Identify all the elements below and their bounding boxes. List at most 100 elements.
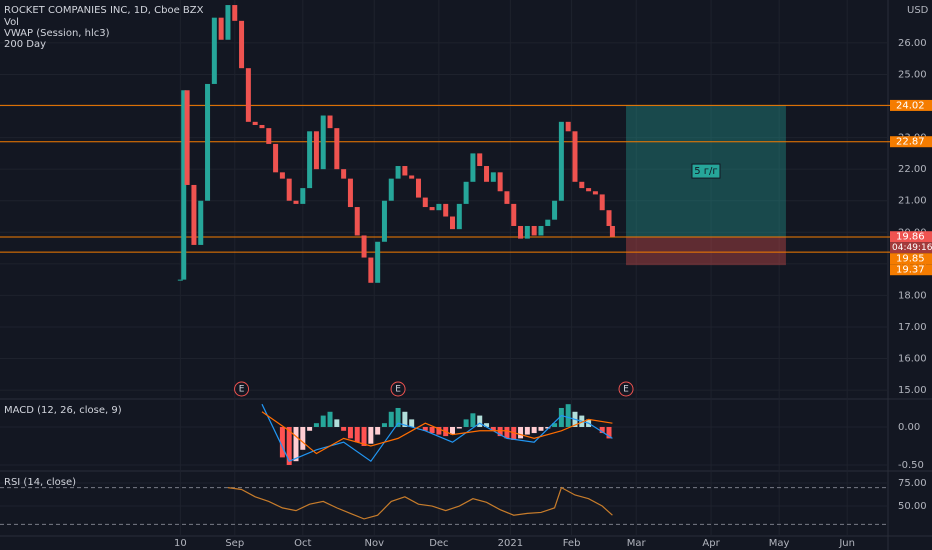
macd-line bbox=[261, 411, 613, 455]
candle bbox=[606, 210, 612, 226]
event-label: E bbox=[395, 385, 401, 395]
candle bbox=[470, 153, 476, 182]
candle bbox=[599, 194, 605, 211]
histogram-bar bbox=[361, 426, 367, 446]
histogram-bar bbox=[286, 426, 292, 465]
candle bbox=[341, 169, 347, 179]
price-tag-label: 19.85 bbox=[896, 254, 925, 265]
y-tick-label: 17.00 bbox=[898, 322, 927, 333]
histogram-bar bbox=[456, 426, 462, 429]
histogram-bar bbox=[558, 407, 564, 427]
candle bbox=[484, 166, 490, 182]
histogram-bar bbox=[429, 426, 435, 434]
price-tag-label: 19.37 bbox=[896, 265, 925, 276]
histogram-bar bbox=[381, 423, 387, 427]
candle bbox=[368, 257, 374, 283]
candle bbox=[293, 200, 299, 204]
histogram-bar bbox=[484, 423, 490, 427]
candle bbox=[511, 203, 517, 226]
candle bbox=[436, 203, 442, 211]
x-tick-label: Jun bbox=[838, 538, 855, 549]
histogram-bar bbox=[463, 419, 469, 427]
candle bbox=[450, 216, 456, 230]
y-tick-label: 75.00 bbox=[898, 478, 927, 489]
candle bbox=[609, 225, 615, 237]
candle bbox=[592, 191, 598, 195]
x-tick-label: May bbox=[769, 538, 790, 549]
candle bbox=[313, 131, 319, 170]
candle bbox=[443, 203, 449, 217]
candle bbox=[347, 178, 353, 208]
histogram-bar bbox=[436, 426, 442, 435]
candle bbox=[177, 279, 183, 281]
indicator-label: Vol bbox=[4, 17, 19, 28]
candle bbox=[456, 203, 462, 230]
histogram-bar bbox=[320, 415, 326, 427]
x-tick-label: Nov bbox=[364, 538, 384, 549]
candle bbox=[558, 121, 564, 201]
histogram-bar bbox=[279, 426, 285, 458]
y-tick-label: 21.00 bbox=[898, 196, 927, 207]
indicator-label: VWAP (Session, hlc3) bbox=[4, 28, 110, 39]
candle bbox=[429, 207, 435, 211]
histogram-bar bbox=[327, 411, 333, 427]
price-tag bbox=[890, 231, 932, 243]
price-tag bbox=[890, 136, 932, 148]
candle bbox=[381, 200, 387, 242]
y-tick-label: 50.00 bbox=[898, 501, 927, 512]
candle bbox=[307, 131, 313, 189]
histogram-bar bbox=[388, 411, 394, 427]
countdown-label: 04:49:16 bbox=[892, 243, 932, 253]
candle bbox=[524, 225, 530, 239]
histogram-bar bbox=[402, 411, 408, 427]
candle bbox=[477, 153, 483, 167]
histogram-bar bbox=[300, 426, 306, 450]
histogram-bar bbox=[334, 419, 340, 427]
candle bbox=[211, 17, 217, 84]
histogram-bar bbox=[545, 426, 551, 429]
histogram-bar bbox=[599, 426, 605, 434]
histogram-bar bbox=[422, 426, 428, 431]
candle bbox=[565, 121, 571, 132]
candle bbox=[409, 175, 415, 179]
price-tag bbox=[890, 99, 932, 111]
histogram-bar bbox=[511, 426, 517, 440]
histogram-bar bbox=[375, 426, 381, 435]
symbol-title: ROCKET COMPANIES INC, 1D, Cboe BZX bbox=[4, 5, 204, 16]
candle bbox=[273, 143, 279, 173]
price-tag-label: 19.86 bbox=[896, 232, 925, 243]
event-label: E bbox=[623, 385, 629, 395]
candle bbox=[375, 241, 381, 283]
price-tag-label: 24.02 bbox=[896, 100, 925, 111]
candle bbox=[225, 5, 231, 40]
histogram-bar bbox=[347, 426, 353, 439]
x-tick-label: Dec bbox=[429, 538, 448, 549]
candle bbox=[184, 90, 190, 185]
candle bbox=[245, 68, 251, 122]
candle bbox=[327, 115, 333, 129]
histogram-bar bbox=[368, 426, 374, 444]
y-tick-label: 25.00 bbox=[898, 69, 927, 80]
candle bbox=[538, 225, 544, 236]
histogram-bar bbox=[450, 426, 456, 435]
histogram-bar bbox=[477, 415, 483, 427]
candle bbox=[191, 184, 197, 245]
event-label: E bbox=[239, 385, 245, 395]
histogram-bar bbox=[395, 407, 401, 427]
candle bbox=[572, 131, 578, 182]
y-tick-label: 26.00 bbox=[898, 38, 927, 49]
histogram-bar bbox=[565, 404, 571, 427]
candle bbox=[252, 121, 258, 125]
candle bbox=[552, 200, 558, 220]
y-tick-label: 0.00 bbox=[898, 422, 920, 433]
candle bbox=[266, 128, 272, 144]
y-tick-label: 15.00 bbox=[898, 385, 927, 396]
histogram-bar bbox=[409, 419, 415, 427]
candle bbox=[395, 166, 401, 179]
histogram-bar bbox=[307, 426, 313, 431]
histogram-bar bbox=[518, 426, 524, 439]
candle bbox=[497, 172, 503, 192]
histogram-bar bbox=[490, 426, 496, 431]
indicator-label: 200 Day bbox=[4, 39, 46, 50]
